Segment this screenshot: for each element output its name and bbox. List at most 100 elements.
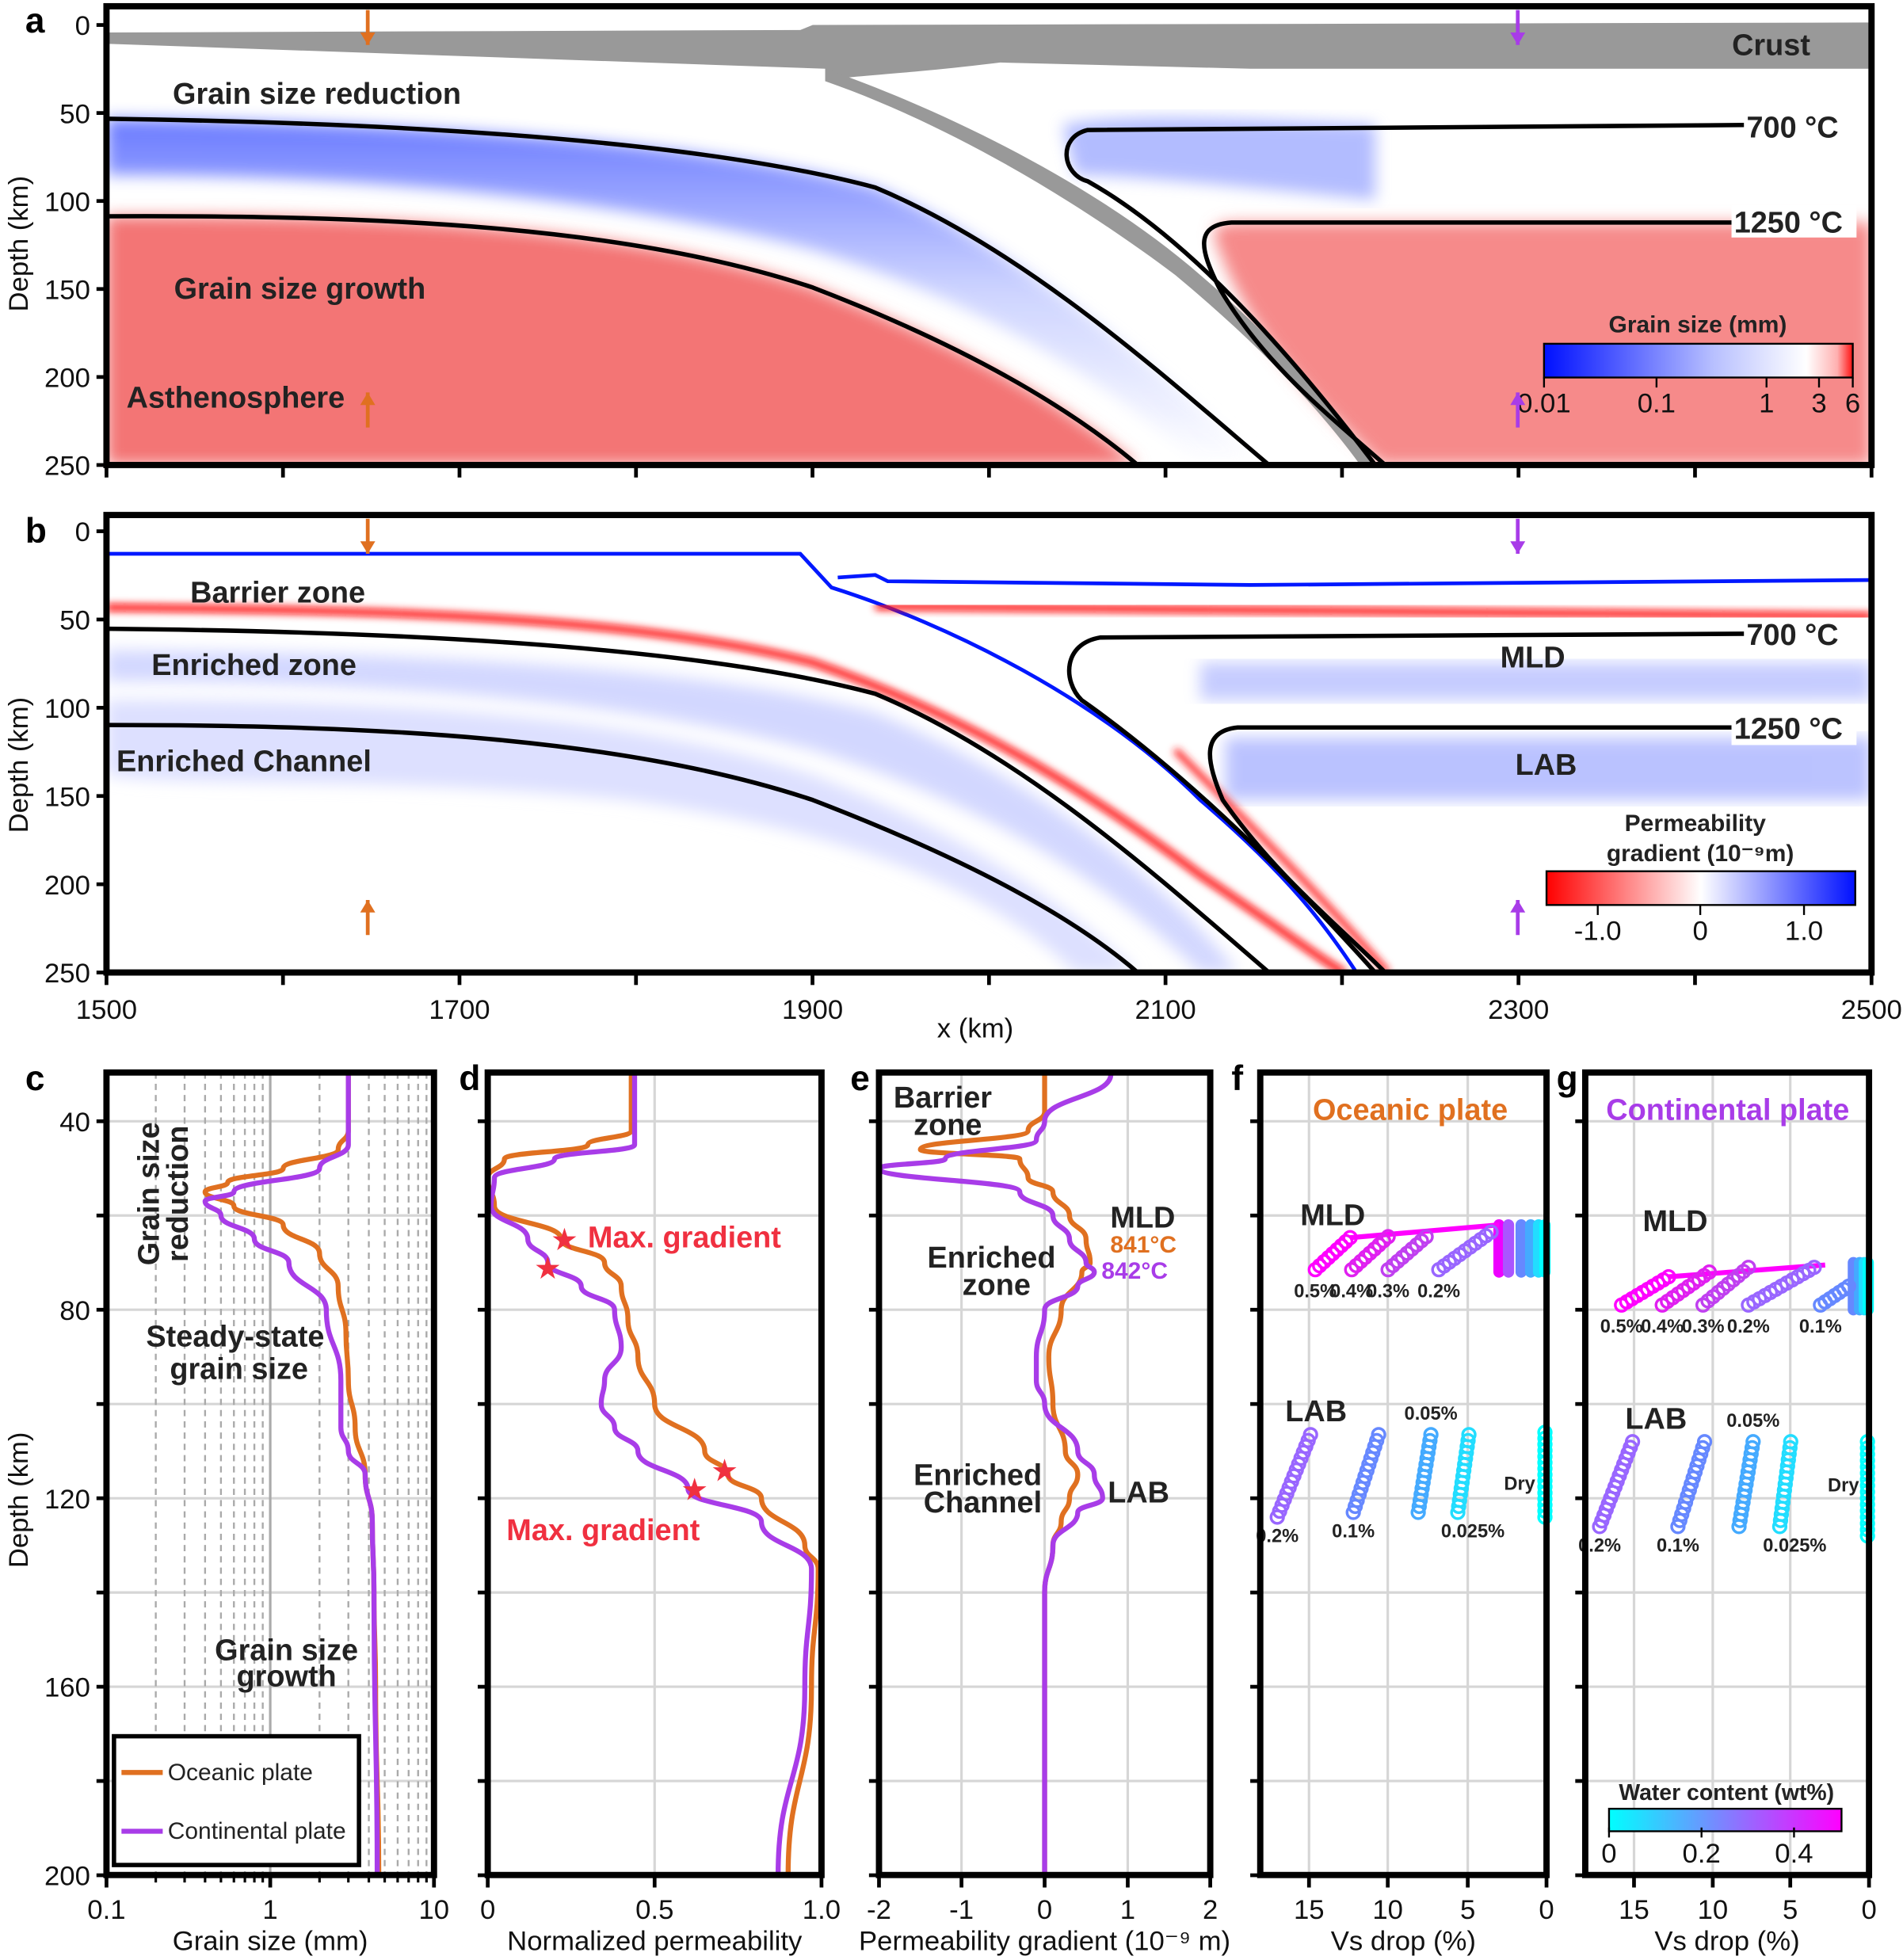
annot-steady-2: grain size bbox=[170, 1352, 308, 1386]
y-tick-label: 80 bbox=[59, 1296, 90, 1326]
colorbar-tick-label: 0.1 bbox=[1638, 389, 1676, 419]
data-point bbox=[1302, 1427, 1318, 1443]
colorbar-grain-size-ticks: 0.01 0.1 1 3 6 bbox=[1517, 377, 1860, 419]
label-enriched-channel: Enriched Channel bbox=[116, 745, 372, 779]
data-point bbox=[1624, 1434, 1641, 1450]
x-axis-label-e: Permeability gradient (10⁻⁹ m) bbox=[859, 1926, 1230, 1956]
crust-layer bbox=[106, 22, 1872, 82]
y-tick-label: 40 bbox=[59, 1108, 90, 1138]
x-tick-label: 5 bbox=[1783, 1895, 1798, 1925]
y-tick-label: 50 bbox=[59, 606, 90, 636]
max-gradient-star-icon: ★ bbox=[682, 1475, 707, 1505]
data-point bbox=[1744, 1439, 1760, 1456]
y-axis-label-b: Depth (km) bbox=[4, 697, 34, 833]
colorbar-tick-label: 3 bbox=[1811, 389, 1826, 419]
water-content-label: 0.1% bbox=[1657, 1535, 1699, 1556]
y-axis-label-a: Depth (km) bbox=[4, 176, 34, 312]
data-point bbox=[1380, 1229, 1396, 1245]
water-content-label: 0.1% bbox=[1799, 1317, 1842, 1337]
annot-enriched-2: zone bbox=[963, 1269, 1031, 1302]
label-700C-b: 700 °C bbox=[1746, 619, 1838, 652]
y-axis-label-c: Depth (km) bbox=[4, 1432, 34, 1569]
series-continental bbox=[876, 1073, 1114, 1876]
isotherm-700-oceanic bbox=[106, 116, 1271, 465]
x-tick-label: 2100 bbox=[1135, 995, 1196, 1025]
x-tick-label: 0 bbox=[1861, 1895, 1876, 1925]
grain-size-field bbox=[106, 6, 1872, 465]
annot-lab-e: LAB bbox=[1108, 1477, 1169, 1510]
annot-mld-e: MLD bbox=[1110, 1201, 1175, 1234]
annot-mld-g: MLD bbox=[1643, 1205, 1708, 1238]
isotherm-1250-oceanic-b bbox=[106, 723, 1139, 973]
x-tick-label: 15 bbox=[1294, 1895, 1325, 1925]
water-content-label: 0.3% bbox=[1367, 1281, 1409, 1302]
data-point bbox=[1460, 1432, 1476, 1449]
max-gradient-star-icon: ★ bbox=[552, 1226, 577, 1256]
arrow-head-icon bbox=[1510, 392, 1526, 406]
colorbar-tick-label: 1.0 bbox=[1785, 917, 1823, 947]
data-point bbox=[1782, 1439, 1798, 1456]
x-tick-label: 2500 bbox=[1841, 995, 1902, 1025]
annot-max-gradient-2: Max. gradient bbox=[506, 1514, 700, 1547]
x-axis-label-c: Grain size (mm) bbox=[173, 1926, 368, 1956]
panel-letter-b: b bbox=[25, 512, 47, 551]
x-tick-label: 10 bbox=[1372, 1895, 1403, 1925]
x-tick-label: 1700 bbox=[429, 995, 490, 1025]
colorbar-tick-label: 0 bbox=[1601, 1839, 1616, 1869]
annot-dry-f: Dry bbox=[1504, 1474, 1535, 1495]
profile-arrows bbox=[360, 10, 1526, 936]
x-axis-label-f: Vs drop (%) bbox=[1331, 1926, 1476, 1956]
annot-barrier-1: Barrier bbox=[894, 1081, 992, 1115]
legend-oceanic: Oceanic plate bbox=[168, 1760, 313, 1786]
annot-temp-continental: 842°C bbox=[1101, 1258, 1168, 1284]
x-axis-label-d: Normalized permeability bbox=[507, 1926, 803, 1956]
title-oceanic-plate: Oceanic plate bbox=[1313, 1094, 1508, 1127]
title-continental-plate: Continental plate bbox=[1606, 1094, 1849, 1127]
y-tick-label: 0 bbox=[75, 11, 90, 41]
blue-gradient-line-continental bbox=[837, 573, 1872, 587]
annot-lab-f: LAB bbox=[1285, 1395, 1347, 1428]
x-axis-label-ab: x (km) bbox=[937, 1014, 1013, 1044]
colorbar-title-grain-size: Grain size (mm) bbox=[1609, 312, 1787, 338]
x-tick-label: 1.0 bbox=[803, 1895, 841, 1925]
annot-growth-2: growth bbox=[237, 1660, 337, 1693]
label-1250C-b: 1250 °C bbox=[1734, 712, 1843, 745]
red-gradient-line-continental bbox=[875, 602, 1872, 620]
panel-frame-g bbox=[1582, 1069, 1873, 1878]
colorbar-water-ticks: 0 0.2 0.4 bbox=[1601, 1827, 1813, 1869]
isotherm-1250-continental-b bbox=[1207, 725, 1732, 973]
panel-f: 15 10 5 0Vs drop (%)f0.5%0.4%0.3% 0.2%0.2% 0.… bbox=[1231, 1059, 1554, 1957]
label-700C-a: 700 °C bbox=[1746, 112, 1838, 145]
x-tick-label: 15 bbox=[1619, 1895, 1649, 1925]
y-ticks-a: 0 50 100 150 200 250 bbox=[44, 11, 107, 482]
annot-channel-2: Channel bbox=[924, 1486, 1042, 1520]
y-tick-label: 150 bbox=[44, 275, 90, 305]
data-point bbox=[1783, 1434, 1798, 1450]
x-axis-ab: 1500 1700 1900 2100 2300 2500 bbox=[76, 464, 1902, 1025]
label-1250C-a: 1250 °C bbox=[1734, 206, 1843, 239]
isotherm-1250-oceanic bbox=[106, 214, 1139, 465]
colorbar-tick-label: 1 bbox=[1759, 389, 1774, 419]
label-barrier-zone: Barrier zone bbox=[190, 577, 365, 610]
max-gradient-star-icon: ★ bbox=[712, 1456, 737, 1486]
label-mld-b: MLD bbox=[1501, 642, 1565, 675]
label-enriched-zone: Enriched zone bbox=[151, 649, 357, 682]
colorbar-tick-label: 0 bbox=[1692, 917, 1707, 947]
annot-reduction-1: Grain size bbox=[133, 1122, 166, 1265]
isotherm-700-continental bbox=[1064, 123, 1745, 465]
data-point bbox=[1483, 1224, 1499, 1240]
permeability-gradient-field bbox=[106, 515, 1872, 973]
annot-dry-g: Dry bbox=[1828, 1475, 1859, 1496]
x-tick-label: 0 bbox=[1539, 1895, 1554, 1925]
data-point bbox=[1745, 1434, 1761, 1450]
x-tick-label: 1 bbox=[262, 1895, 277, 1925]
x-tick-label: -2 bbox=[867, 1895, 891, 1925]
arrow-head-icon bbox=[360, 900, 376, 913]
data-point bbox=[1342, 1230, 1358, 1245]
colorbar-tick-label: 0.2 bbox=[1683, 1839, 1721, 1869]
data-point bbox=[1696, 1434, 1713, 1450]
colorbar-title-permeability-2: gradient (10⁻⁹m) bbox=[1607, 841, 1794, 867]
annot-steady-1: Steady-state bbox=[146, 1320, 324, 1353]
panel-b: b Depth (km) 0 50 100 150 200 250 Barrier zon… bbox=[4, 512, 1875, 989]
